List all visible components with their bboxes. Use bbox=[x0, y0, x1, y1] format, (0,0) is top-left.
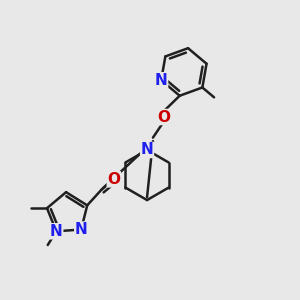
Text: O: O bbox=[107, 172, 120, 187]
Text: N: N bbox=[75, 222, 88, 237]
Text: N: N bbox=[141, 142, 153, 158]
Text: N: N bbox=[155, 73, 167, 88]
Text: N: N bbox=[50, 224, 63, 239]
Text: O: O bbox=[157, 110, 170, 124]
